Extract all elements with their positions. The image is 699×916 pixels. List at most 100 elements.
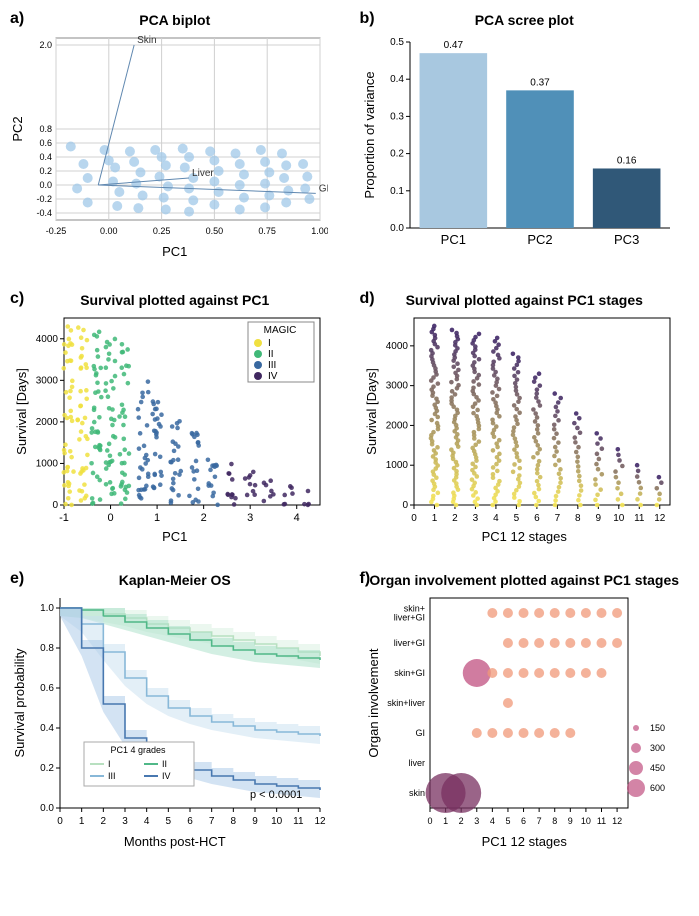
km-svg: 01234567891011120.00.20.40.60.81.0PC1 4 … <box>8 592 328 832</box>
svg-text:IV: IV <box>268 371 278 382</box>
svg-text:12: 12 <box>314 816 326 827</box>
svg-text:2: 2 <box>201 512 207 524</box>
svg-text:12: 12 <box>612 816 622 826</box>
svg-text:5: 5 <box>505 816 510 826</box>
panel-f-title: Organ involvement plotted against PC1 st… <box>358 572 692 588</box>
svg-text:skin: skin <box>408 788 424 798</box>
svg-text:0.50: 0.50 <box>206 226 224 236</box>
figure-grid: a) PCA biplot -0.250.000.250.500.751.00-… <box>8 8 691 868</box>
svg-text:9: 9 <box>595 513 601 524</box>
svg-text:5: 5 <box>513 513 519 524</box>
svg-text:II: II <box>162 759 167 769</box>
svg-text:p < 0.0001: p < 0.0001 <box>250 789 302 801</box>
svg-text:10: 10 <box>271 816 283 827</box>
svg-text:2000: 2000 <box>385 420 408 431</box>
svg-text:1000: 1000 <box>385 460 408 471</box>
svg-text:3000: 3000 <box>36 375 59 386</box>
panel-c-title: Survival plotted against PC1 <box>8 292 342 308</box>
svg-text:MAGIC: MAGIC <box>264 325 297 336</box>
svg-text:12: 12 <box>654 513 666 524</box>
svg-text:0: 0 <box>402 500 408 511</box>
svg-text:9: 9 <box>567 816 572 826</box>
svg-text:2000: 2000 <box>36 417 59 428</box>
svg-text:300: 300 <box>650 743 665 753</box>
panel-b-label: b) <box>360 10 375 28</box>
panel-e-label: e) <box>10 570 24 588</box>
panel-f: f) Organ involvement plotted against PC1… <box>358 568 692 868</box>
svg-text:0.2: 0.2 <box>40 763 54 774</box>
panel-d-xlabel: PC1 12 stages <box>358 529 692 544</box>
svg-text:11: 11 <box>596 816 605 826</box>
svg-text:PC2: PC2 <box>10 116 25 141</box>
svg-text:0: 0 <box>52 500 58 511</box>
svg-text:6: 6 <box>521 816 526 826</box>
svg-text:0.0: 0.0 <box>390 223 404 234</box>
svg-text:7: 7 <box>554 513 560 524</box>
svg-text:4: 4 <box>489 816 494 826</box>
svg-text:0.6: 0.6 <box>39 138 52 148</box>
svg-text:PC3: PC3 <box>614 232 639 247</box>
svg-text:2: 2 <box>101 816 107 827</box>
panel-c-label: c) <box>10 290 24 308</box>
panel-a: a) PCA biplot -0.250.000.250.500.751.00-… <box>8 8 342 278</box>
svg-text:0.4: 0.4 <box>390 74 404 85</box>
panel-b-title: PCA scree plot <box>358 12 692 28</box>
panel-b: b) PCA scree plot 0.00.10.20.30.40.50.47… <box>358 8 692 278</box>
scree-svg: 0.00.10.20.30.40.50.47PC10.37PC20.16PC3P… <box>358 32 678 252</box>
svg-text:0.8: 0.8 <box>40 643 54 654</box>
svg-text:IV: IV <box>162 771 171 781</box>
panel-d-label: d) <box>360 290 375 308</box>
panel-f-label: f) <box>360 570 371 588</box>
panel-f-xlabel: PC1 12 stages <box>358 834 692 849</box>
svg-text:4: 4 <box>144 816 150 827</box>
panel-c: c) Survival plotted against PC1 -1012340… <box>8 288 342 558</box>
svg-text:0.47: 0.47 <box>443 40 463 51</box>
svg-text:1: 1 <box>443 816 448 826</box>
svg-text:10: 10 <box>613 513 625 524</box>
svg-text:III: III <box>108 771 116 781</box>
svg-text:9: 9 <box>252 816 258 827</box>
svg-text:2: 2 <box>452 513 458 524</box>
bubble-svg: 0123456789101112skinliverGIskin+liverski… <box>358 592 688 832</box>
svg-text:Proportion of variance: Proportion of variance <box>362 71 377 198</box>
svg-text:-0.25: -0.25 <box>46 226 67 236</box>
svg-text:0.25: 0.25 <box>153 226 171 236</box>
panel-e-xlabel: Months post-HCT <box>8 834 342 849</box>
svg-text:11: 11 <box>634 513 645 524</box>
svg-text:3000: 3000 <box>385 381 408 392</box>
svg-text:1.00: 1.00 <box>311 226 328 236</box>
svg-text:0.0: 0.0 <box>39 180 52 190</box>
svg-text:skin+GI: skin+GI <box>394 668 425 678</box>
panel-c-xlabel: PC1 <box>8 529 342 544</box>
svg-text:II: II <box>268 349 274 360</box>
svg-text:3: 3 <box>472 513 478 524</box>
svg-text:7: 7 <box>209 816 215 827</box>
svg-text:Survival probability: Survival probability <box>12 648 27 758</box>
svg-text:5: 5 <box>166 816 172 827</box>
svg-text:450: 450 <box>650 763 665 773</box>
panel-d: d) Survival plotted against PC1 stages 0… <box>358 288 692 558</box>
svg-text:liver+GI: liver+GI <box>393 613 424 623</box>
svg-text:4: 4 <box>493 513 499 524</box>
svg-text:1.0: 1.0 <box>40 603 54 614</box>
svg-text:0.4: 0.4 <box>40 723 54 734</box>
svg-text:-0.4: -0.4 <box>36 208 52 218</box>
survival-pc1-svg: -10123401000200030004000MAGICIIIIIIIVSur… <box>8 312 328 527</box>
svg-text:PC1: PC1 <box>440 232 465 247</box>
svg-text:8: 8 <box>552 816 557 826</box>
svg-text:Liver: Liver <box>192 168 214 179</box>
svg-text:3: 3 <box>247 512 253 524</box>
svg-text:1: 1 <box>79 816 85 827</box>
svg-text:I: I <box>268 338 271 349</box>
svg-text:GI: GI <box>319 183 328 194</box>
panel-a-xlabel: PC1 <box>8 244 342 259</box>
svg-text:10: 10 <box>580 816 590 826</box>
svg-text:-0.2: -0.2 <box>36 194 52 204</box>
svg-text:0.2: 0.2 <box>39 166 52 176</box>
svg-text:0.5: 0.5 <box>390 37 404 48</box>
survival-stages-svg: 012345678910111201000200030004000Surviva… <box>358 312 678 527</box>
svg-text:0: 0 <box>411 513 417 524</box>
svg-text:liver+GI: liver+GI <box>393 638 424 648</box>
svg-text:0: 0 <box>427 816 432 826</box>
svg-text:11: 11 <box>293 816 304 827</box>
